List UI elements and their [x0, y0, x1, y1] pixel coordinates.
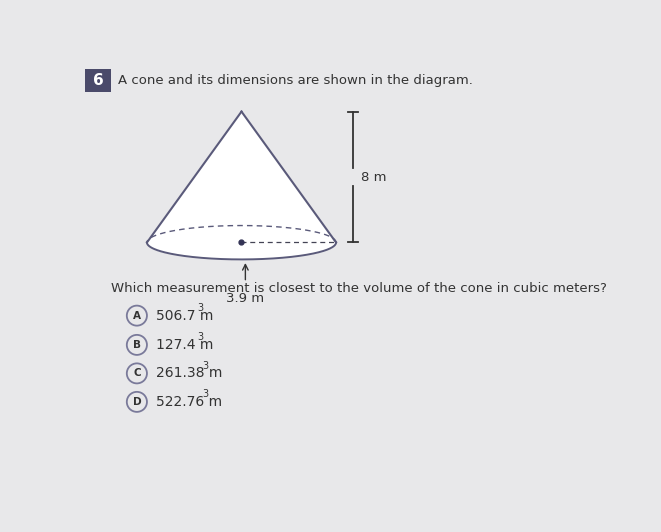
FancyBboxPatch shape [85, 69, 111, 92]
Text: 3: 3 [197, 332, 203, 342]
Text: 8 m: 8 m [361, 171, 386, 184]
Text: 6: 6 [93, 73, 104, 88]
Text: 3.9 m: 3.9 m [226, 292, 264, 305]
Polygon shape [147, 226, 336, 243]
Text: Which measurement is closest to the volume of the cone in cubic meters?: Which measurement is closest to the volu… [110, 282, 606, 295]
Text: 3: 3 [197, 303, 203, 313]
Text: B: B [133, 340, 141, 350]
Text: 3: 3 [202, 389, 209, 399]
Text: D: D [133, 397, 141, 407]
Text: A cone and its dimensions are shown in the diagram.: A cone and its dimensions are shown in t… [118, 74, 473, 87]
Text: 506.7 m: 506.7 m [156, 309, 214, 322]
Text: A: A [133, 311, 141, 321]
Text: 127.4 m: 127.4 m [156, 338, 214, 352]
Text: 3: 3 [202, 361, 209, 371]
Text: C: C [133, 368, 141, 378]
Text: 522.76 m: 522.76 m [156, 395, 222, 409]
Text: 261.38 m: 261.38 m [156, 367, 223, 380]
Polygon shape [147, 112, 336, 260]
